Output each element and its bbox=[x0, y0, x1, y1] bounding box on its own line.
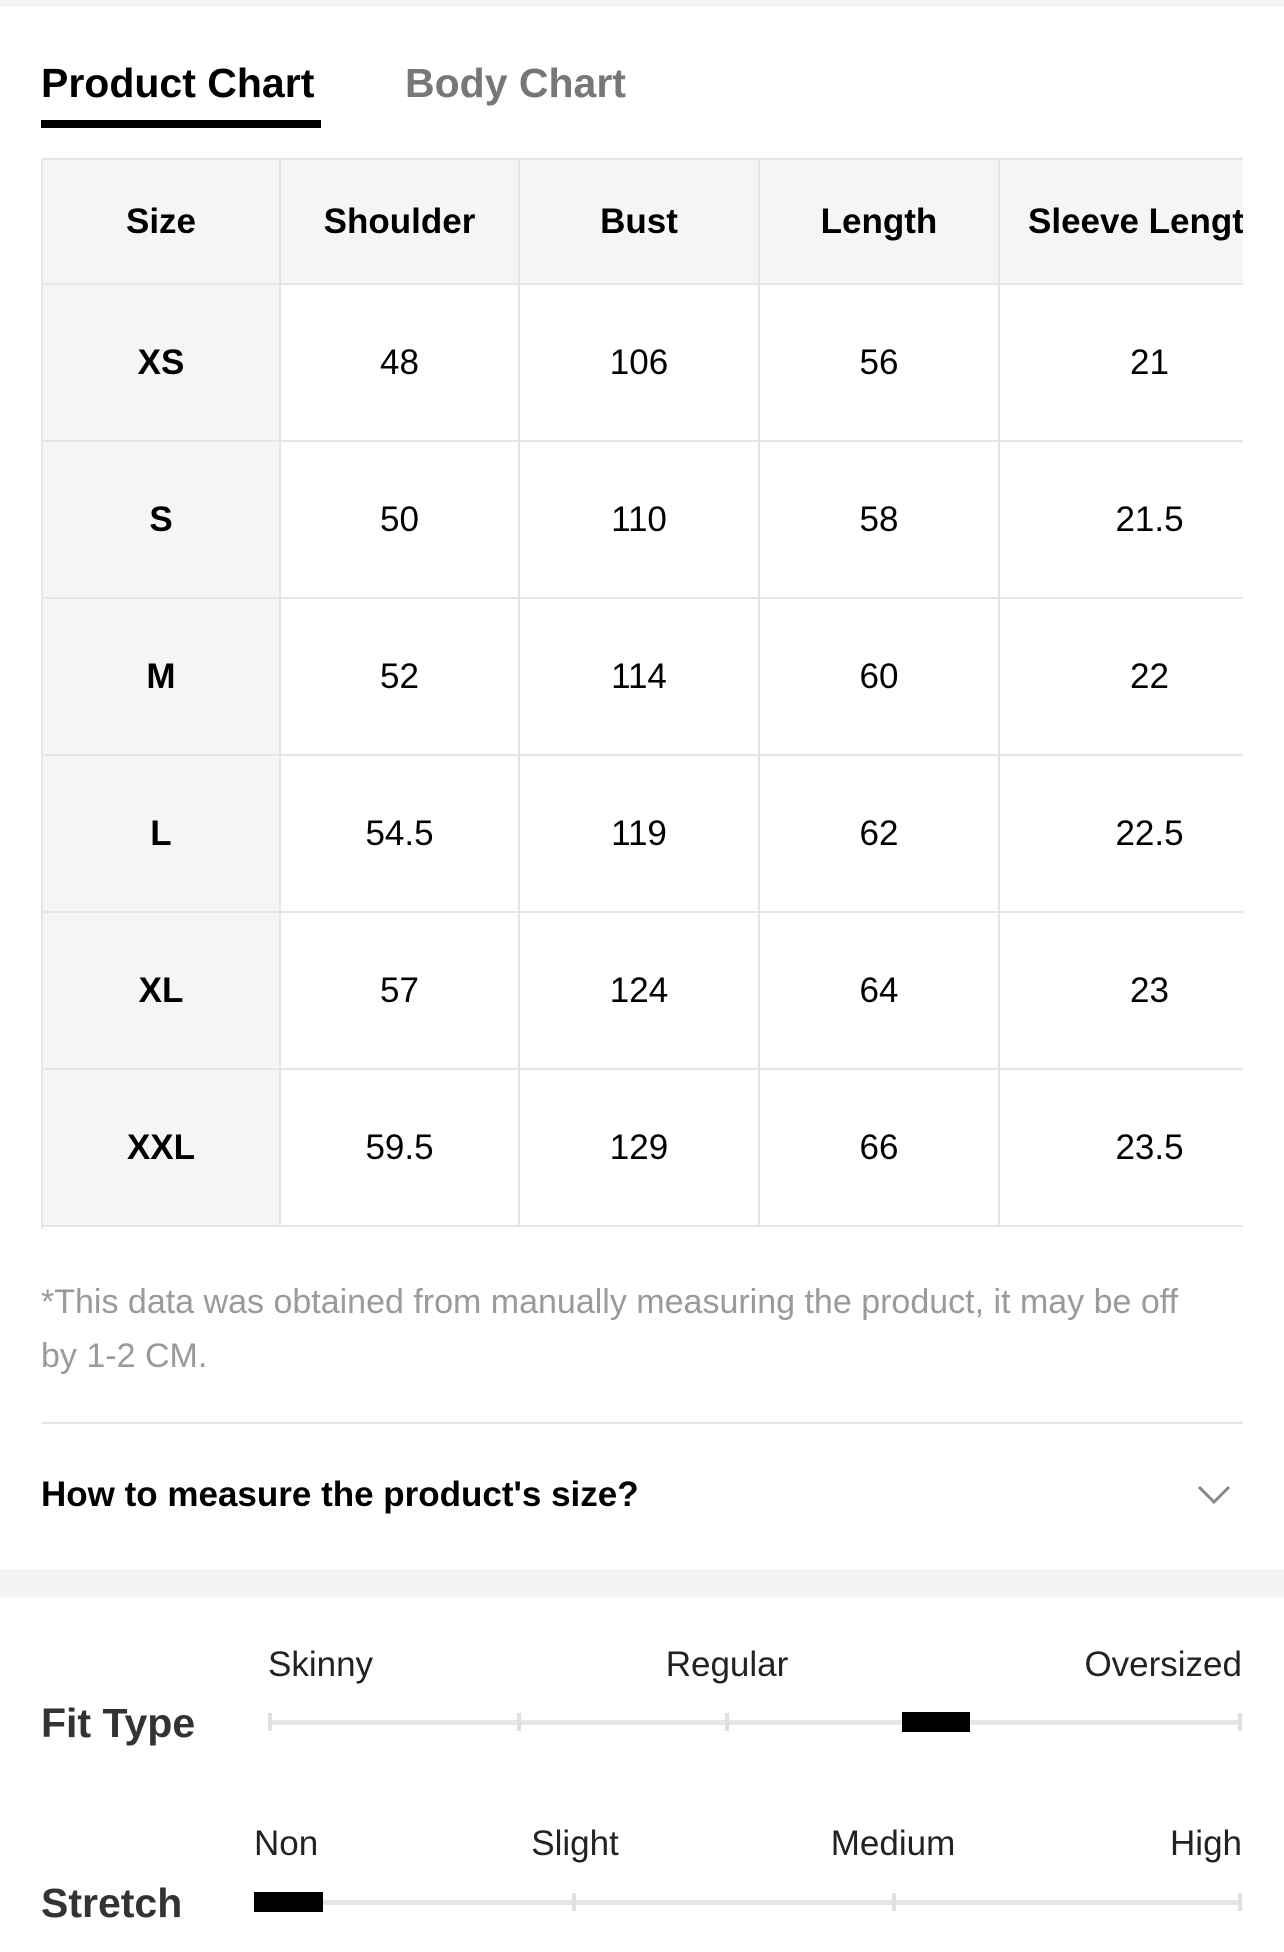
cell: 21 bbox=[1000, 285, 1243, 442]
cell: 119 bbox=[520, 756, 760, 913]
cell: 56 bbox=[760, 285, 1000, 442]
cell: 124 bbox=[520, 913, 760, 1070]
cell: 114 bbox=[520, 599, 760, 756]
cell: 48 bbox=[281, 285, 520, 442]
chevron[interactable] bbox=[1196, 1484, 1232, 1506]
tick bbox=[268, 1713, 272, 1731]
cell: 21.5 bbox=[1000, 442, 1243, 599]
cell: 62 bbox=[760, 756, 1000, 913]
tick bbox=[892, 1893, 896, 1911]
cell: 23 bbox=[1000, 913, 1243, 1070]
note: *This data was obtained from manually me… bbox=[41, 1283, 1179, 1375]
tick bbox=[1238, 1713, 1242, 1731]
divider bbox=[41, 1422, 1243, 1424]
tab[interactable]: Body Chart bbox=[405, 60, 626, 106]
cell: XL bbox=[43, 913, 281, 1070]
fit-type-label: Fit Type bbox=[41, 1700, 196, 1746]
cell: 58 bbox=[760, 442, 1000, 599]
tick bbox=[517, 1713, 521, 1731]
cell: XS bbox=[43, 285, 281, 442]
scale-label: Regular bbox=[665, 1645, 789, 1684]
cell: 129 bbox=[520, 1070, 760, 1227]
cell: 64 bbox=[760, 913, 1000, 1070]
header-cell: Length bbox=[760, 160, 1000, 285]
top-band bbox=[0, 0, 1284, 7]
accordion-title[interactable]: How to measure the product's size? bbox=[41, 1475, 639, 1514]
track bbox=[254, 1900, 1242, 1905]
tick bbox=[725, 1713, 729, 1731]
cell: L bbox=[43, 756, 281, 913]
scale-label: Medium bbox=[830, 1824, 956, 1863]
header-cell: Sleeve Length bbox=[1000, 160, 1243, 285]
scale-label: Slight bbox=[531, 1824, 619, 1863]
cell: XXL bbox=[43, 1070, 281, 1227]
tick bbox=[572, 1893, 576, 1911]
track bbox=[268, 1720, 1242, 1725]
scale-label: High bbox=[1170, 1824, 1242, 1863]
scale-label: Oversized bbox=[1084, 1645, 1242, 1684]
cell: S bbox=[43, 442, 281, 599]
cell: 23.5 bbox=[1000, 1070, 1243, 1227]
indicator bbox=[902, 1712, 970, 1732]
tick bbox=[1238, 1893, 1242, 1911]
cell: 66 bbox=[760, 1070, 1000, 1227]
header-cell: Size bbox=[43, 160, 281, 285]
cell: M bbox=[43, 599, 281, 756]
stretch-label: Stretch bbox=[41, 1880, 183, 1926]
section-band bbox=[0, 1569, 1284, 1597]
scale-label: Skinny bbox=[268, 1645, 374, 1684]
cell: 60 bbox=[760, 599, 1000, 756]
cell: 22 bbox=[1000, 599, 1243, 756]
cell: 22.5 bbox=[1000, 756, 1243, 913]
cell: 52 bbox=[281, 599, 520, 756]
cell: 106 bbox=[520, 285, 760, 442]
header-cell: Bust bbox=[520, 160, 760, 285]
cell: 57 bbox=[281, 913, 520, 1070]
scale-label: Non bbox=[254, 1824, 319, 1863]
tab-underline bbox=[41, 120, 321, 128]
header-cell: Shoulder bbox=[281, 160, 520, 285]
cell: 54.5 bbox=[281, 756, 520, 913]
cell: 50 bbox=[281, 442, 520, 599]
tab-active[interactable]: Product Chart bbox=[41, 60, 315, 106]
cell: 110 bbox=[520, 442, 760, 599]
indicator bbox=[254, 1892, 323, 1912]
size-table: Size Shoulder Bust Length Sleeve Length XS 48 1… bbox=[41, 158, 1243, 1229]
cell: 59.5 bbox=[281, 1070, 520, 1227]
